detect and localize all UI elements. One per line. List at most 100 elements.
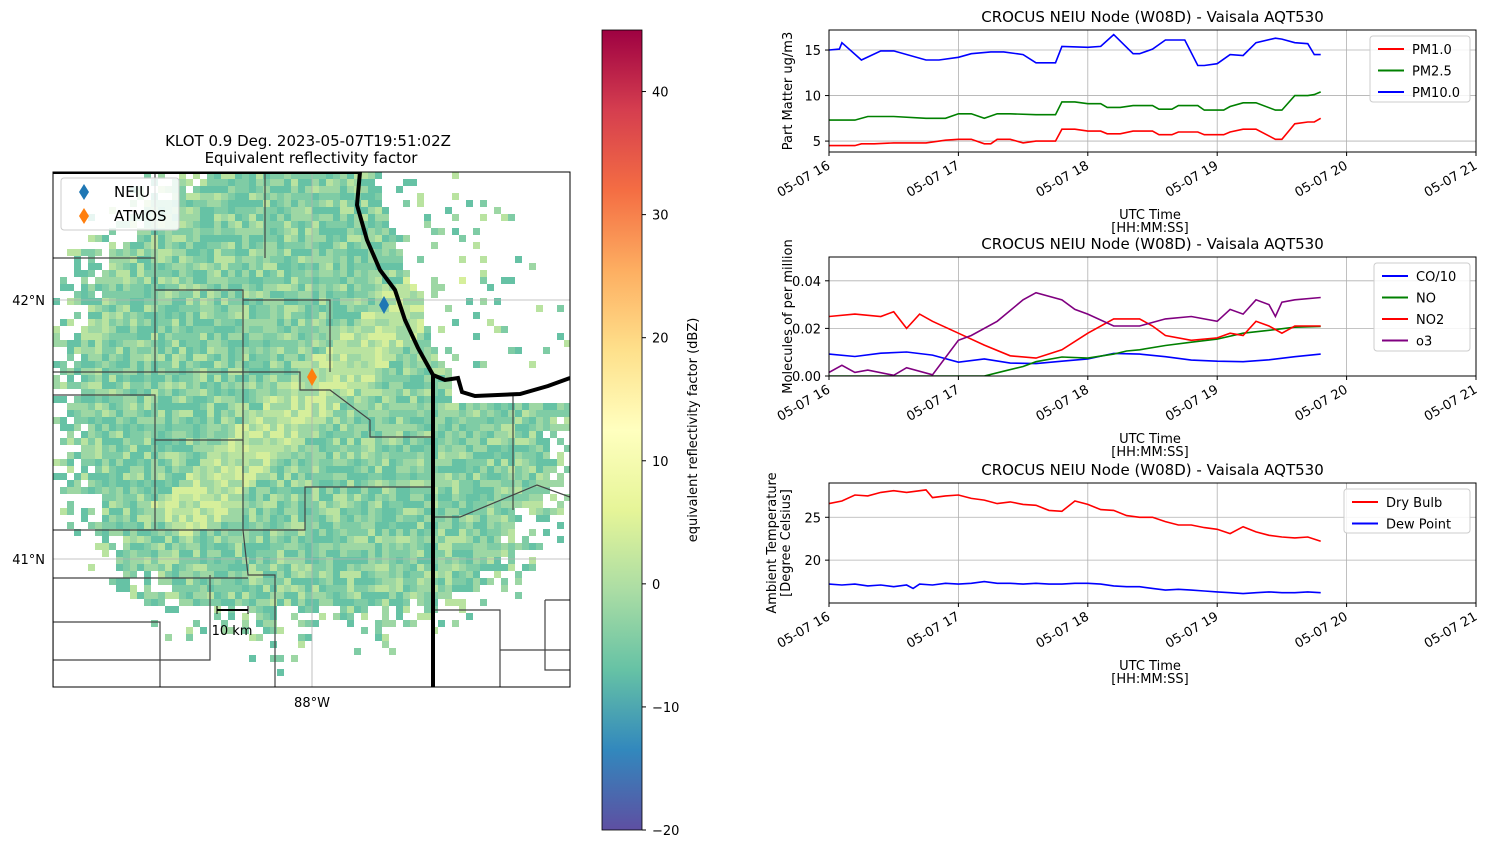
echo-cell	[228, 473, 235, 480]
echo-cell	[60, 459, 67, 466]
echo-cell	[277, 494, 284, 501]
echo-cell	[340, 473, 347, 480]
echo-cell	[256, 312, 263, 319]
echo-cell	[340, 459, 347, 466]
echo-cell	[102, 382, 109, 389]
echo-cell	[263, 613, 270, 620]
echo-cell	[410, 396, 417, 403]
echo-cell	[284, 270, 291, 277]
echo-cell	[354, 585, 361, 592]
echo-cell	[214, 445, 221, 452]
echo-cell	[543, 424, 550, 431]
echo-cell	[291, 578, 298, 585]
echo-cell	[109, 228, 116, 235]
echo-cell	[452, 487, 459, 494]
echo-cell	[263, 487, 270, 494]
echo-cell	[249, 417, 256, 424]
echo-cell	[249, 501, 256, 508]
echo-cell	[382, 389, 389, 396]
echo-cell	[249, 655, 256, 662]
echo-cell	[536, 452, 543, 459]
echo-cell	[214, 452, 221, 459]
echo-cell	[249, 445, 256, 452]
echo-cell	[221, 298, 228, 305]
echo-cell	[305, 536, 312, 543]
echo-cell	[480, 417, 487, 424]
echo-cell	[347, 193, 354, 200]
echo-cell	[354, 319, 361, 326]
echo-cell	[312, 326, 319, 333]
echo-cell	[543, 487, 550, 494]
echo-cell	[557, 508, 564, 515]
echo-cell	[487, 284, 494, 291]
echo-cell	[417, 536, 424, 543]
echo-cell	[137, 550, 144, 557]
echo-cell	[200, 228, 207, 235]
echo-cell	[417, 389, 424, 396]
echo-cell	[179, 228, 186, 235]
echo-cell	[487, 494, 494, 501]
echo-cell	[375, 452, 382, 459]
echo-cell	[228, 564, 235, 571]
echo-cell	[242, 389, 249, 396]
echo-cell	[256, 298, 263, 305]
echo-cell	[214, 501, 221, 508]
echo-cell	[305, 214, 312, 221]
echo-cell	[116, 361, 123, 368]
echo-cell	[193, 396, 200, 403]
echo-cell	[298, 340, 305, 347]
echo-cell	[298, 417, 305, 424]
echo-cell	[382, 529, 389, 536]
echo-cell	[53, 361, 60, 368]
echo-cell	[88, 445, 95, 452]
echo-cell	[102, 298, 109, 305]
echo-cell	[158, 361, 165, 368]
echo-cell	[193, 298, 200, 305]
echo-cell	[158, 501, 165, 508]
echo-cell	[179, 354, 186, 361]
echo-cell	[291, 389, 298, 396]
echo-cell	[452, 543, 459, 550]
echo-cell	[263, 256, 270, 263]
echo-cell	[368, 592, 375, 599]
echo-cell	[158, 522, 165, 529]
echo-cell	[424, 501, 431, 508]
echo-cell	[480, 578, 487, 585]
echo-cell	[200, 340, 207, 347]
x-tick-label: 05-07 19	[1163, 382, 1221, 424]
echo-cell	[557, 403, 564, 410]
echo-cell	[263, 543, 270, 550]
echo-cell	[270, 473, 277, 480]
echo-cell	[235, 340, 242, 347]
echo-cell	[403, 354, 410, 361]
echo-cell	[151, 557, 158, 564]
legend-box	[1369, 35, 1471, 103]
echo-cell	[200, 389, 207, 396]
echo-cell	[564, 466, 570, 473]
echo-cell	[249, 382, 256, 389]
echo-cell	[298, 585, 305, 592]
echo-cell	[200, 480, 207, 487]
echo-cell	[333, 557, 340, 564]
echo-cell	[102, 396, 109, 403]
echo-cell	[333, 347, 340, 354]
echo-cell	[375, 487, 382, 494]
echo-cell	[326, 207, 333, 214]
echo-cell	[60, 487, 67, 494]
echo-cell	[284, 396, 291, 403]
echo-cell	[270, 256, 277, 263]
echo-cell	[207, 529, 214, 536]
echo-cell	[60, 424, 67, 431]
echo-cell	[438, 557, 445, 564]
echo-cell	[382, 410, 389, 417]
echo-cell	[550, 508, 557, 515]
echo-cell	[445, 438, 452, 445]
echo-cell	[291, 508, 298, 515]
echo-cell	[291, 466, 298, 473]
echo-cell	[116, 333, 123, 340]
echo-cell	[368, 473, 375, 480]
echo-cell	[438, 571, 445, 578]
echo-cell	[410, 340, 417, 347]
series-line-no	[829, 325, 1321, 376]
echo-cell	[172, 529, 179, 536]
